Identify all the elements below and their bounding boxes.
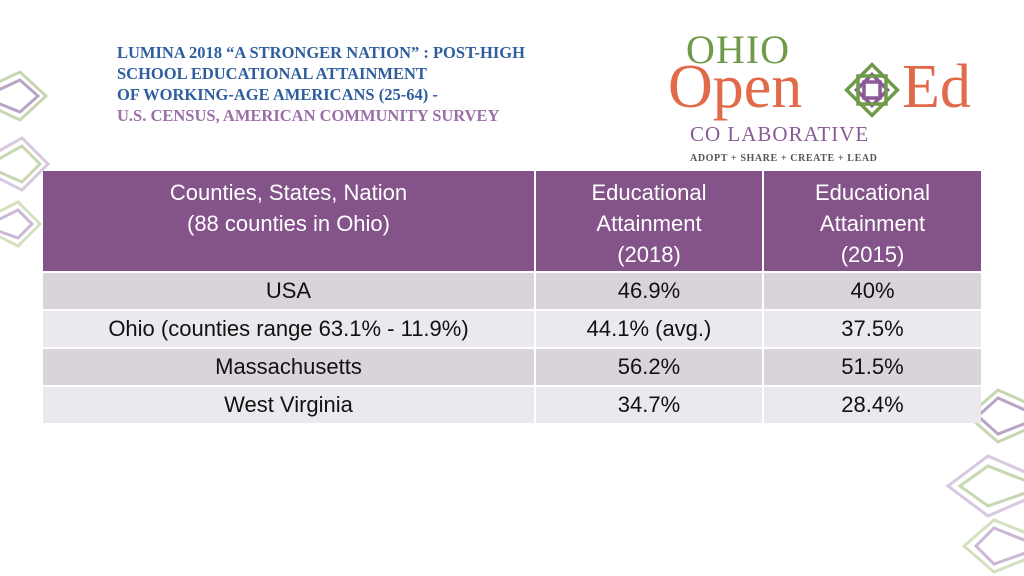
table-row: West Virginia 34.7% 28.4% (43, 385, 981, 423)
title-line-2: SCHOOL EDUCATIONAL ATTAINMENT (117, 64, 427, 83)
logo-open-text: Open (668, 53, 803, 121)
title-line-3: OF WORKING-AGE AMERICANS (25-64) - (117, 85, 438, 104)
logo-ed-text: Ed (902, 53, 971, 121)
table-header-row: Counties, States, Nation (88 counties in… (43, 171, 981, 272)
ohio-open-ed-logo: OHIO Open Ed CO LABORATIVE ADOPT + SHARE… (668, 28, 998, 168)
cell-2018: 34.7% (535, 385, 764, 423)
cell-2018: 44.1% (avg.) (535, 309, 764, 348)
table-row: Massachusetts 56.2% 51.5% (43, 347, 981, 386)
table-row: USA 46.9% 40% (43, 271, 981, 310)
cell-region: Ohio (counties range 63.1% - 11.9%) (43, 309, 536, 348)
cell-region: USA (43, 271, 536, 310)
cell-2015: 40% (763, 271, 981, 310)
logo-ohio-text: OHIO (686, 27, 790, 72)
header-region: Counties, States, Nation (88 counties in… (43, 171, 536, 272)
attainment-table: Counties, States, Nation (88 counties in… (43, 171, 981, 423)
header-attainment-2018: Educational Attainment (2018) (535, 171, 764, 272)
title-line-4: U.S. CENSUS, AMERICAN COMMUNITY SURVEY (117, 106, 500, 125)
cell-2018: 56.2% (535, 347, 764, 386)
slide-title: LUMINA 2018 “A STRONGER NATION” : POST-H… (117, 42, 677, 126)
logo-tagline: ADOPT + SHARE + CREATE + LEAD (690, 153, 878, 164)
table-row: Ohio (counties range 63.1% - 11.9%) 44.1… (43, 309, 981, 348)
cell-2015: 51.5% (763, 347, 981, 386)
title-line-1: LUMINA 2018 “A STRONGER NATION” : POST-H… (117, 43, 525, 62)
decorative-knot-left-icon (0, 70, 51, 248)
cell-region: Massachusetts (43, 347, 536, 386)
logo-collaborative-text: CO LABORATIVE (690, 122, 870, 146)
cell-2015: 28.4% (763, 385, 981, 423)
cell-2015: 37.5% (763, 309, 981, 348)
logo-knot-icon (844, 62, 900, 118)
header-attainment-2015: Educational Attainment (2015) (763, 171, 981, 272)
cell-region: West Virginia (43, 385, 536, 423)
cell-2018: 46.9% (535, 271, 764, 310)
